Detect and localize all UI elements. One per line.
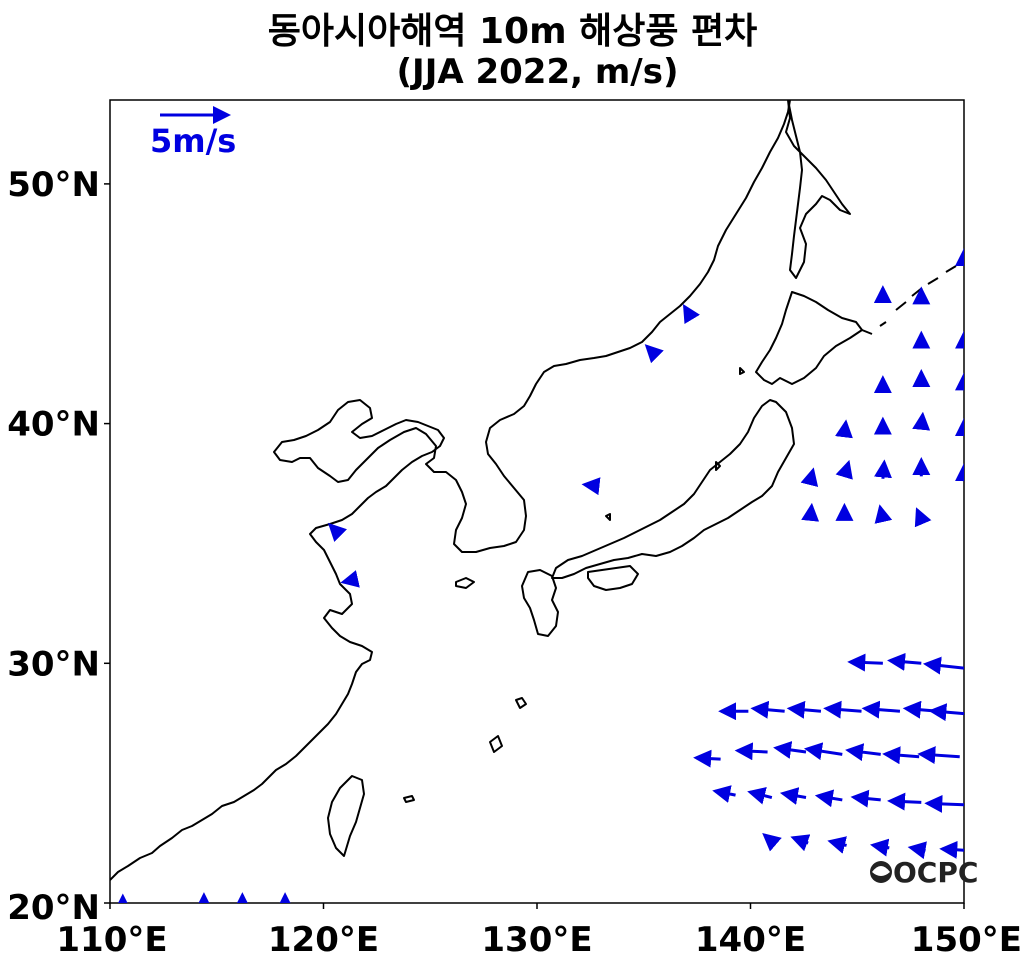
y-tick-label: 20°N (7, 888, 100, 928)
wind-vector-31 (786, 700, 822, 719)
coastline-shikoku (587, 565, 639, 591)
coastline-honshu (551, 399, 795, 579)
wind-vector-52 (827, 836, 847, 854)
coastline-kurils (861, 265, 957, 335)
map-frame (109, 99, 965, 904)
wind-vector-38 (773, 741, 807, 759)
coastline-ryukyu-2 (489, 735, 503, 753)
axis-ticks: 110°E 120°E 130°E 140°E 150°E 20°N 30°N 40°N 50°… (7, 165, 1022, 960)
coastline-island-b (605, 513, 611, 521)
wind-anomaly-vectors (113, 248, 964, 903)
scale-arrow: 5m/s (150, 106, 236, 160)
wind-vector-55 (939, 840, 964, 859)
coastline-sakhalin (785, 100, 851, 279)
y-tick-label: 50°N (7, 165, 100, 205)
coastline-island-a (715, 461, 721, 471)
wind-vector-22 (801, 502, 820, 522)
wind-vector-44 (747, 786, 773, 805)
scale-arrow-label: 5m/s (150, 122, 236, 160)
wind-vector-1 (644, 344, 664, 364)
wind-vector-19 (874, 459, 892, 479)
x-tick-label: 110°E (56, 920, 167, 960)
wind-vector-48 (887, 792, 922, 811)
wind-vector-15 (912, 411, 931, 431)
x-tick-label: 130°E (481, 920, 592, 960)
wind-vector-27 (887, 652, 922, 671)
wind-vector-42 (917, 746, 960, 765)
y-tick-label: 30°N (7, 644, 100, 684)
wind-vector-17 (800, 467, 819, 487)
wind-vector-45 (779, 787, 807, 805)
wind-vector-26 (847, 653, 883, 672)
y-tick-label: 40°N (7, 405, 100, 445)
wind-vector-49 (924, 794, 964, 813)
ocpc-logo-wave-icon (872, 866, 890, 876)
wind-vector-47 (850, 789, 881, 808)
wind-vector-46 (814, 789, 843, 808)
x-tick-label: 150°E (911, 920, 1022, 960)
x-tick-label: 140°E (695, 920, 806, 960)
wind-vector-33 (861, 700, 901, 719)
coastline-taiwan (327, 775, 365, 857)
wind-vector-53 (869, 838, 890, 857)
wind-vector-51 (790, 834, 811, 852)
coastline-hokkaido (755, 291, 863, 385)
wind-vector-0 (682, 303, 700, 325)
wind-vector-3 (327, 522, 348, 542)
wind-vector-37 (734, 742, 768, 761)
coastline-island-c (739, 367, 745, 375)
wind-vector-36 (693, 749, 721, 768)
ocpc-logo: OCPC (870, 856, 978, 889)
wind-vector-4 (340, 570, 360, 588)
coastline-ryukyu-1 (515, 697, 527, 709)
map-subtitle: (JJA 2022, m/s) (396, 52, 679, 92)
ocpc-logo-text: OCPC (893, 856, 978, 889)
wind-vector-35 (928, 703, 964, 722)
wind-vector-39 (803, 742, 843, 761)
wind-vector-18 (835, 459, 853, 480)
coastline-jeju (455, 577, 475, 589)
coastline-kyushu (521, 569, 559, 637)
wind-vector-50 (762, 832, 782, 852)
wind-vector-28 (922, 656, 964, 675)
wind-vector-13 (835, 419, 853, 439)
wind-vector-54 (907, 841, 927, 860)
wind-vector-24 (874, 504, 893, 524)
x-tick-label: 120°E (268, 920, 379, 960)
coastline (110, 100, 957, 881)
coastline-ryukyu-3 (403, 795, 415, 803)
wind-vector-41 (882, 746, 920, 765)
wind-vector-25 (914, 507, 932, 528)
wind-vector-30 (750, 700, 785, 719)
wind-vector-43 (712, 785, 736, 803)
wind-vector-2 (581, 477, 601, 496)
wind-vector-32 (823, 700, 862, 719)
map-title: 동아시아해역 10m 해상풍 편차 (267, 11, 758, 52)
wind-vector-40 (845, 743, 881, 762)
coastline-mainland (110, 100, 791, 881)
